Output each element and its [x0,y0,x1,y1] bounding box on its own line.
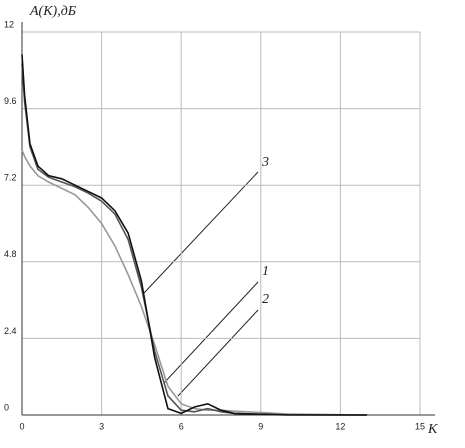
y-tick-label: 4.8 [4,249,17,259]
y-tick-label: 2.4 [4,326,17,336]
curve-label: 1 [262,264,269,279]
leader-line [177,309,259,397]
leader-line [143,171,259,294]
y-tick-label: 12 [4,19,14,29]
leader-line [163,281,259,384]
x-tick-label: 9 [258,421,263,431]
leader-lines [143,171,259,397]
x-tick-label: 0 [19,421,24,431]
x-tick-label: 15 [415,421,425,431]
series-line [21,54,367,416]
y-tick-label: 9.6 [4,96,17,106]
curve-label: 2 [262,292,269,307]
y-tick-label: 0 [4,402,9,412]
x-axis-label: K [427,422,438,437]
series-line [21,149,367,416]
y-axis-label: A(K),дБ [29,4,76,19]
x-tick-label: 12 [335,421,345,431]
x-tick-label: 3 [99,421,104,431]
x-tick-label: 6 [179,421,184,431]
curve-label: 3 [261,155,269,170]
y-tick-label: 7.2 [4,173,17,183]
